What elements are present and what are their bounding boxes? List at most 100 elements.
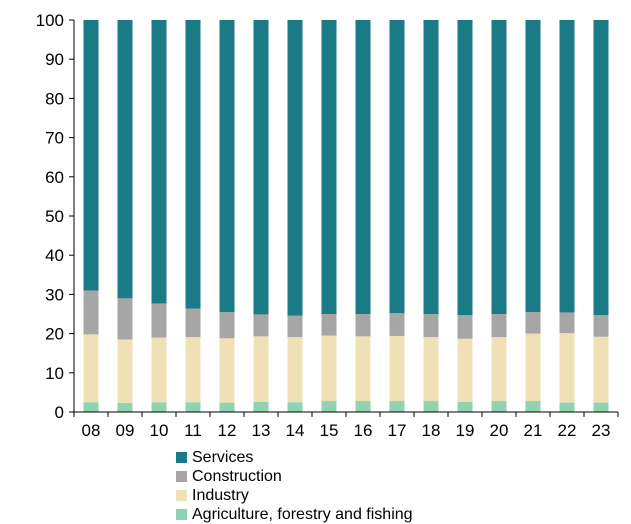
legend-swatch xyxy=(176,490,187,501)
bar-agriculture-forestry-and-fishing-16 xyxy=(355,401,371,412)
bar-services-09 xyxy=(117,20,133,299)
bar-services-18 xyxy=(423,20,439,314)
y-tick-label: 80 xyxy=(45,89,64,108)
bar-agriculture-forestry-and-fishing-22 xyxy=(559,402,575,412)
bar-agriculture-forestry-and-fishing-19 xyxy=(457,401,473,412)
bar-services-11 xyxy=(185,20,201,309)
bar-construction-20 xyxy=(491,314,507,338)
bar-agriculture-forestry-and-fishing-11 xyxy=(185,402,201,412)
bar-industry-20 xyxy=(491,337,507,402)
bar-services-14 xyxy=(287,20,303,316)
bar-construction-14 xyxy=(287,315,303,338)
x-tick-label: 14 xyxy=(286,421,305,440)
bar-construction-11 xyxy=(185,308,201,338)
bar-construction-22 xyxy=(559,312,575,334)
y-tick-label: 70 xyxy=(45,129,64,148)
bar-services-15 xyxy=(321,20,337,314)
bar-construction-09 xyxy=(117,298,133,340)
x-tick-label: 21 xyxy=(524,421,543,440)
bar-industry-11 xyxy=(185,337,201,403)
legend-item-agriculture-forestry-and-fishing: Agriculture, forestry and fishing xyxy=(176,505,413,524)
bar-construction-15 xyxy=(321,314,337,336)
bar-industry-19 xyxy=(457,338,473,402)
legend-item-services: Services xyxy=(176,448,413,467)
bar-industry-15 xyxy=(321,335,337,402)
legend-swatch xyxy=(176,471,187,482)
bar-agriculture-forestry-and-fishing-13 xyxy=(253,401,269,412)
y-tick-label: 20 xyxy=(45,325,64,344)
legend-swatch xyxy=(176,509,187,520)
bar-services-12 xyxy=(219,20,235,313)
axes-group: 08 09 10 11 12 13 14 15 16 17 18 19 20 21 22 23 0 10 20 30 4… xyxy=(36,11,619,440)
bar-agriculture-forestry-and-fishing-20 xyxy=(491,401,507,412)
bar-services-21 xyxy=(525,20,541,313)
y-tick-label: 0 xyxy=(55,403,64,422)
x-tick-label: 12 xyxy=(218,421,237,440)
bar-services-22 xyxy=(559,20,575,313)
x-tick-label: 22 xyxy=(558,421,577,440)
bar-construction-12 xyxy=(219,312,235,339)
y-tick-label: 100 xyxy=(36,11,64,30)
legend-label: Construction xyxy=(192,468,282,485)
legend-item-industry: Industry xyxy=(176,486,413,505)
y-tick-label: 30 xyxy=(45,285,64,304)
x-tick-label: 16 xyxy=(354,421,373,440)
bar-services-13 xyxy=(253,20,269,315)
bar-construction-23 xyxy=(593,315,609,337)
bar-construction-08 xyxy=(83,290,99,335)
bar-construction-16 xyxy=(355,314,371,337)
bar-services-10 xyxy=(151,20,167,304)
x-tick-label: 15 xyxy=(320,421,339,440)
legend-label: Agriculture, forestry and fishing xyxy=(192,506,413,523)
bar-agriculture-forestry-and-fishing-18 xyxy=(423,401,439,412)
bar-agriculture-forestry-and-fishing-12 xyxy=(219,402,235,412)
y-tick-label: 60 xyxy=(45,168,64,187)
legend-label: Services xyxy=(192,449,254,466)
bar-agriculture-forestry-and-fishing-15 xyxy=(321,401,337,412)
bar-construction-21 xyxy=(525,312,541,334)
bar-services-20 xyxy=(491,20,507,314)
bar-agriculture-forestry-and-fishing-17 xyxy=(389,401,405,412)
x-tick-label: 13 xyxy=(252,421,271,440)
bar-construction-17 xyxy=(389,313,405,336)
bar-industry-13 xyxy=(253,336,269,402)
legend-label: Industry xyxy=(192,487,249,504)
bar-industry-22 xyxy=(559,333,575,403)
bar-services-08 xyxy=(83,20,99,291)
bar-agriculture-forestry-and-fishing-21 xyxy=(525,401,541,412)
x-tick-label: 20 xyxy=(490,421,509,440)
bar-industry-16 xyxy=(355,336,371,402)
bar-construction-13 xyxy=(253,314,269,337)
x-tick-label: 18 xyxy=(422,421,441,440)
bar-industry-14 xyxy=(287,337,303,403)
y-tick-label: 50 xyxy=(45,207,64,226)
bar-services-19 xyxy=(457,20,473,316)
bar-services-16 xyxy=(355,20,371,314)
x-tick-label: 10 xyxy=(150,421,169,440)
bar-industry-21 xyxy=(525,333,541,402)
x-tick-label: 08 xyxy=(82,421,101,440)
legend: Services Construction Industry Agriculture,… xyxy=(176,448,413,524)
x-tick-label: 17 xyxy=(388,421,407,440)
bar-industry-18 xyxy=(423,337,439,402)
bar-industry-09 xyxy=(117,339,133,403)
y-tick-label: 40 xyxy=(45,246,64,265)
bars-group xyxy=(83,20,609,412)
bar-services-23 xyxy=(593,20,609,316)
x-tick-label: 11 xyxy=(184,421,202,440)
x-tick-label: 09 xyxy=(116,421,135,440)
bar-construction-10 xyxy=(151,303,167,338)
bar-agriculture-forestry-and-fishing-09 xyxy=(117,402,133,412)
bar-agriculture-forestry-and-fishing-23 xyxy=(593,402,609,412)
bar-services-17 xyxy=(389,20,405,314)
bar-construction-19 xyxy=(457,315,473,339)
bar-industry-12 xyxy=(219,338,235,403)
bar-industry-08 xyxy=(83,334,99,403)
y-tick-label: 90 xyxy=(45,50,64,69)
legend-swatch xyxy=(176,452,187,463)
x-tick-label: 23 xyxy=(592,421,611,440)
y-tick-label: 10 xyxy=(45,364,64,383)
bar-industry-10 xyxy=(151,337,167,403)
bar-construction-18 xyxy=(423,314,439,338)
